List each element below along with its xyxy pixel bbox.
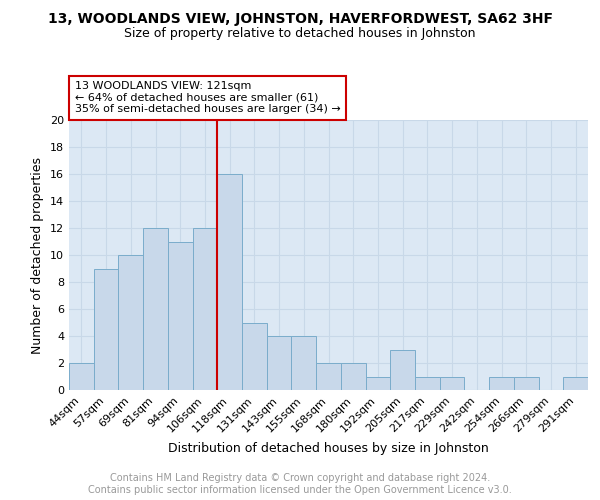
Bar xyxy=(94,268,118,390)
Bar xyxy=(69,363,94,390)
Bar xyxy=(415,376,440,390)
Bar xyxy=(168,242,193,390)
Y-axis label: Number of detached properties: Number of detached properties xyxy=(31,156,44,354)
Bar xyxy=(267,336,292,390)
Bar xyxy=(242,322,267,390)
Text: Size of property relative to detached houses in Johnston: Size of property relative to detached ho… xyxy=(124,28,476,40)
Bar xyxy=(341,363,365,390)
Bar xyxy=(489,376,514,390)
Bar xyxy=(193,228,217,390)
Text: Contains HM Land Registry data © Crown copyright and database right 2024.
Contai: Contains HM Land Registry data © Crown c… xyxy=(88,474,512,495)
Text: 13, WOODLANDS VIEW, JOHNSTON, HAVERFORDWEST, SA62 3HF: 13, WOODLANDS VIEW, JOHNSTON, HAVERFORDW… xyxy=(47,12,553,26)
Bar xyxy=(316,363,341,390)
X-axis label: Distribution of detached houses by size in Johnston: Distribution of detached houses by size … xyxy=(168,442,489,455)
Text: 13 WOODLANDS VIEW: 121sqm
← 64% of detached houses are smaller (61)
35% of semi-: 13 WOODLANDS VIEW: 121sqm ← 64% of detac… xyxy=(74,81,340,114)
Bar xyxy=(365,376,390,390)
Bar xyxy=(390,350,415,390)
Bar xyxy=(292,336,316,390)
Bar xyxy=(514,376,539,390)
Bar xyxy=(118,255,143,390)
Bar xyxy=(217,174,242,390)
Bar xyxy=(143,228,168,390)
Bar xyxy=(440,376,464,390)
Bar xyxy=(563,376,588,390)
